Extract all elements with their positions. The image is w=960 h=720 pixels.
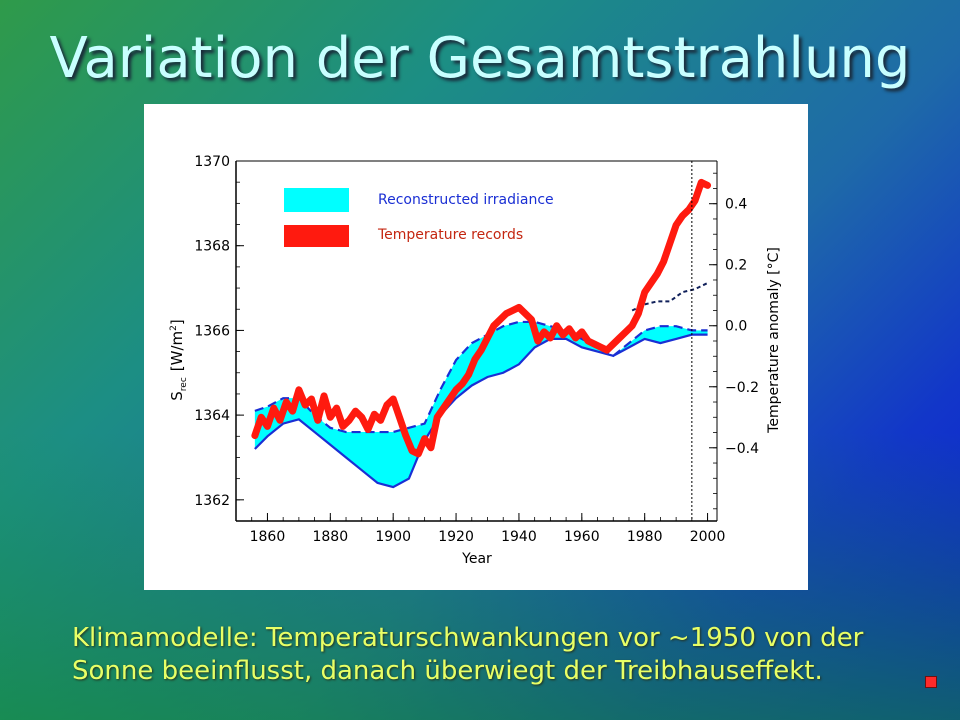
caption-line-2: Sonne beeinflusst, danach überwiegt der … [72, 656, 823, 686]
x-tick-label: 1880 [312, 529, 348, 545]
y-left-title-main: S [168, 391, 186, 401]
x-axis-title: Year [461, 551, 492, 567]
svg-text:Srec[W/m2]: Srec [W/m2] [168, 319, 189, 400]
y-left-tick-label: 1370 [194, 154, 230, 170]
legend-label-irradiance: Reconstructed irradiance [378, 192, 554, 208]
x-tick-label: 1980 [627, 529, 663, 545]
slide-title: Variation der Gesamtstrahlung [49, 26, 911, 91]
end-marker-icon [925, 676, 937, 688]
y-left-title-close: ] [168, 319, 186, 325]
y-right-tick-label: 0.0 [725, 319, 747, 335]
legend-swatch-irradiance [284, 188, 349, 212]
y-left-title-sub: rec [179, 377, 189, 391]
y-left-tick-label: 1362 [194, 493, 230, 509]
y-left-tick-label: 1366 [194, 323, 230, 339]
chart-svg: 1860 1880 1900 1920 1940 1960 1980 2000 1362 1364… [168, 154, 782, 567]
y-axis-left-title: Srec [W/m2] [168, 319, 189, 400]
y-right-tick-label: −0.2 [725, 380, 759, 396]
plot-layer [251, 178, 712, 489]
x-tick-label: 1940 [501, 529, 537, 545]
irradiance-band [254, 321, 708, 488]
y-right-tick-label: −0.4 [725, 441, 759, 457]
legend-label-temperature: Temperature records [377, 227, 523, 243]
x-tick-label: 1920 [438, 529, 474, 545]
legend-swatch-temperature [284, 225, 349, 247]
x-tick-label: 1860 [250, 529, 286, 545]
y-axis-right-title: Temperature anomaly [°C] [766, 247, 782, 434]
x-tick-label: 1900 [375, 529, 411, 545]
caption-line-1: Klimamodelle: Temperaturschwankungen vor… [72, 623, 864, 653]
y-left-title-unit: [W/m [168, 331, 186, 371]
irradiance-lower-line [254, 333, 708, 489]
x-tick-label: 1960 [564, 529, 600, 545]
y-right-tick-label: 0.4 [725, 197, 747, 213]
x-tick-label: 2000 [690, 529, 726, 545]
temperature-line [251, 178, 712, 458]
caption: Klimamodelle: Temperaturschwankungen vor… [72, 622, 932, 688]
y-left-title-sup: 2 [169, 325, 179, 331]
axes-layer: 1860 1880 1900 1920 1940 1960 1980 2000 1362 1364… [194, 154, 759, 545]
y-right-tick-label: 0.2 [725, 258, 747, 274]
y-left-tick-label: 1364 [194, 408, 230, 424]
y-left-tick-label: 1368 [194, 239, 230, 255]
chart-panel: 1860 1880 1900 1920 1940 1960 1980 2000 1362 1364… [144, 104, 808, 590]
irradiance-upper-line [254, 320, 708, 434]
